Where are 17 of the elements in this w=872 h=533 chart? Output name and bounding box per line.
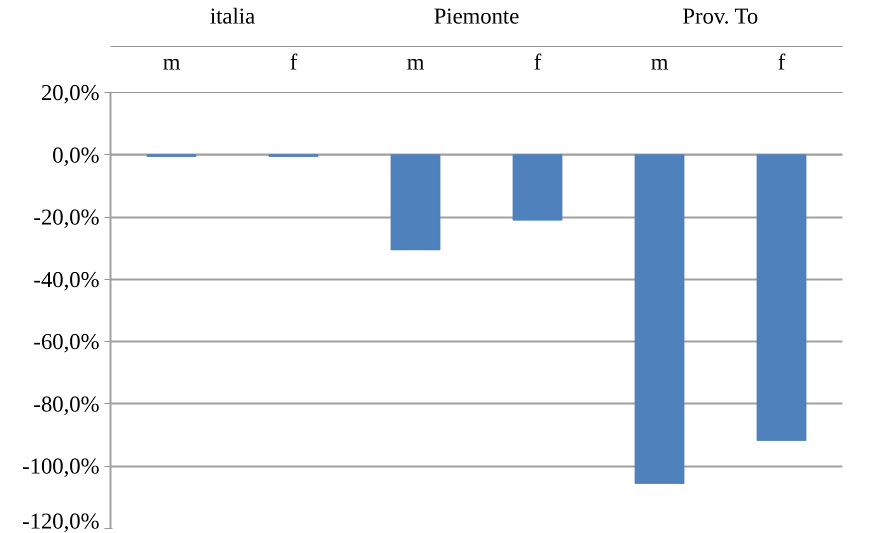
text: Piemonte: [434, 4, 520, 28]
x-tick-label: f: [778, 50, 786, 74]
x-tick-label: m: [162, 50, 181, 74]
y-tick-label: -20,0%: [33, 204, 100, 230]
y-tick-label: -100,0%: [22, 454, 100, 479]
y-tick-label: -60,0%: [33, 329, 100, 354]
x-tick-label: m: [406, 50, 425, 74]
x-tick-label: m: [650, 50, 669, 74]
y-tick-label: 20,0%: [40, 80, 100, 105]
y-tick-label: 0,0%: [52, 142, 100, 168]
y-tick-label: -120,0%: [22, 508, 100, 533]
x-tick-label: f: [290, 50, 298, 74]
text: italia: [210, 4, 256, 28]
y-tick-label: -80,0%: [33, 391, 100, 416]
y-tick-label: -40,0%: [33, 266, 100, 292]
text: Prov. To: [682, 4, 758, 28]
x-tick-label: f: [534, 50, 542, 74]
